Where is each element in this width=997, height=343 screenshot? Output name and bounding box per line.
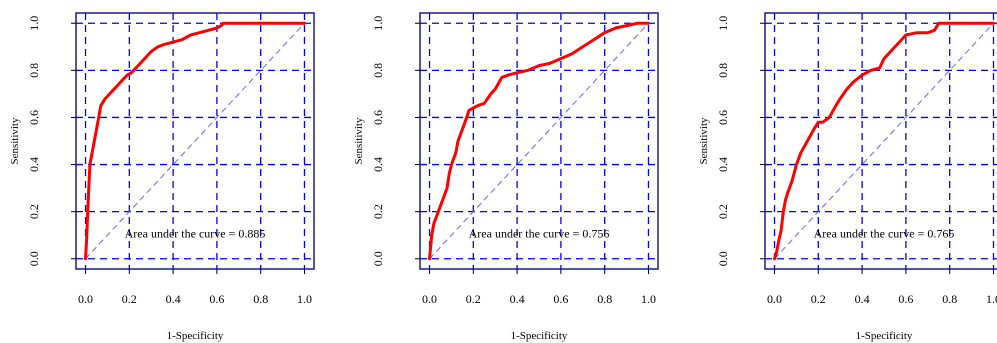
diagonal-reference-line: [429, 22, 649, 260]
y-tick-label: 0.0: [716, 251, 730, 266]
x-tick-label: 0.6: [898, 292, 913, 306]
x-tick-label: 1.0: [297, 292, 312, 306]
x-tick-label: 0.2: [466, 292, 481, 306]
x-tick-label: 1.0: [986, 292, 997, 306]
auc-annotation: Area under the curve = 0.756: [469, 227, 610, 241]
plot-frame: [764, 12, 997, 270]
x-axis-title: 1-Specificity: [511, 330, 568, 342]
x-tick-label: 0.0: [422, 292, 437, 306]
y-axis-title: Sensitivity: [698, 117, 710, 165]
y-tick-label: 0.4: [27, 157, 41, 172]
roc-curve-line: [84, 21, 306, 261]
y-axis-title: Sensitivity: [353, 117, 365, 165]
y-tick-label: 0.8: [371, 63, 385, 78]
x-tick-label: 0.0: [78, 292, 93, 306]
x-tick-label: 0.8: [597, 292, 612, 306]
y-tick-label: 0.8: [716, 63, 730, 78]
y-tick-label: 0.6: [27, 110, 41, 125]
roc-panel-2: Area under the curve = 0.756 0.0 0.2 0.4 0.6…: [353, 12, 659, 342]
y-tick-label: 0.4: [716, 157, 730, 172]
y-tick-label: 0.2: [716, 204, 730, 219]
y-tick-label: 1.0: [371, 16, 385, 31]
x-tick-label: 0.4: [855, 292, 870, 306]
roc-panel-1: Area under the curve = 0.885 0.0 0.2 0.4 0.6…: [9, 12, 315, 342]
auc-annotation: Area under the curve = 0.885: [125, 227, 266, 241]
y-axis-title: Sensitivity: [9, 117, 21, 165]
roc-panel-3: Area under the curve = 0.765 0.0 0.2 0.4 0.6…: [698, 12, 997, 342]
y-tick-label: 0.0: [371, 251, 385, 266]
x-tick-label: 0.6: [209, 292, 224, 306]
roc-curve-line: [428, 21, 650, 261]
diagonal-reference-line: [85, 22, 305, 260]
x-axis-title: 1-Specificity: [167, 330, 224, 342]
y-tick-label: 0.6: [716, 110, 730, 125]
roc-curve-line: [773, 21, 995, 261]
auc-annotation: Area under the curve = 0.765: [814, 227, 955, 241]
y-tick-label: 0.6: [371, 110, 385, 125]
x-tick-label: 0.8: [942, 292, 957, 306]
plot-frame: [419, 12, 659, 270]
x-tick-label: 1.0: [641, 292, 656, 306]
plot-frame: [75, 12, 315, 270]
x-tick-label: 0.2: [811, 292, 826, 306]
y-tick-label: 1.0: [716, 16, 730, 31]
y-tick-label: 1.0: [27, 16, 41, 31]
y-tick-label: 0.2: [27, 204, 41, 219]
diagonal-reference-line: [774, 22, 994, 260]
x-tick-label: 0.4: [166, 292, 181, 306]
x-tick-label: 0.6: [553, 292, 568, 306]
x-tick-label: 0.0: [767, 292, 782, 306]
x-tick-label: 0.4: [510, 292, 525, 306]
y-tick-label: 0.4: [371, 157, 385, 172]
y-tick-label: 0.0: [27, 251, 41, 266]
x-axis-title: 1-Specificity: [856, 330, 913, 342]
x-tick-label: 0.2: [122, 292, 137, 306]
y-tick-label: 0.8: [27, 63, 41, 78]
y-tick-label: 0.2: [371, 204, 385, 219]
x-tick-label: 0.8: [253, 292, 268, 306]
